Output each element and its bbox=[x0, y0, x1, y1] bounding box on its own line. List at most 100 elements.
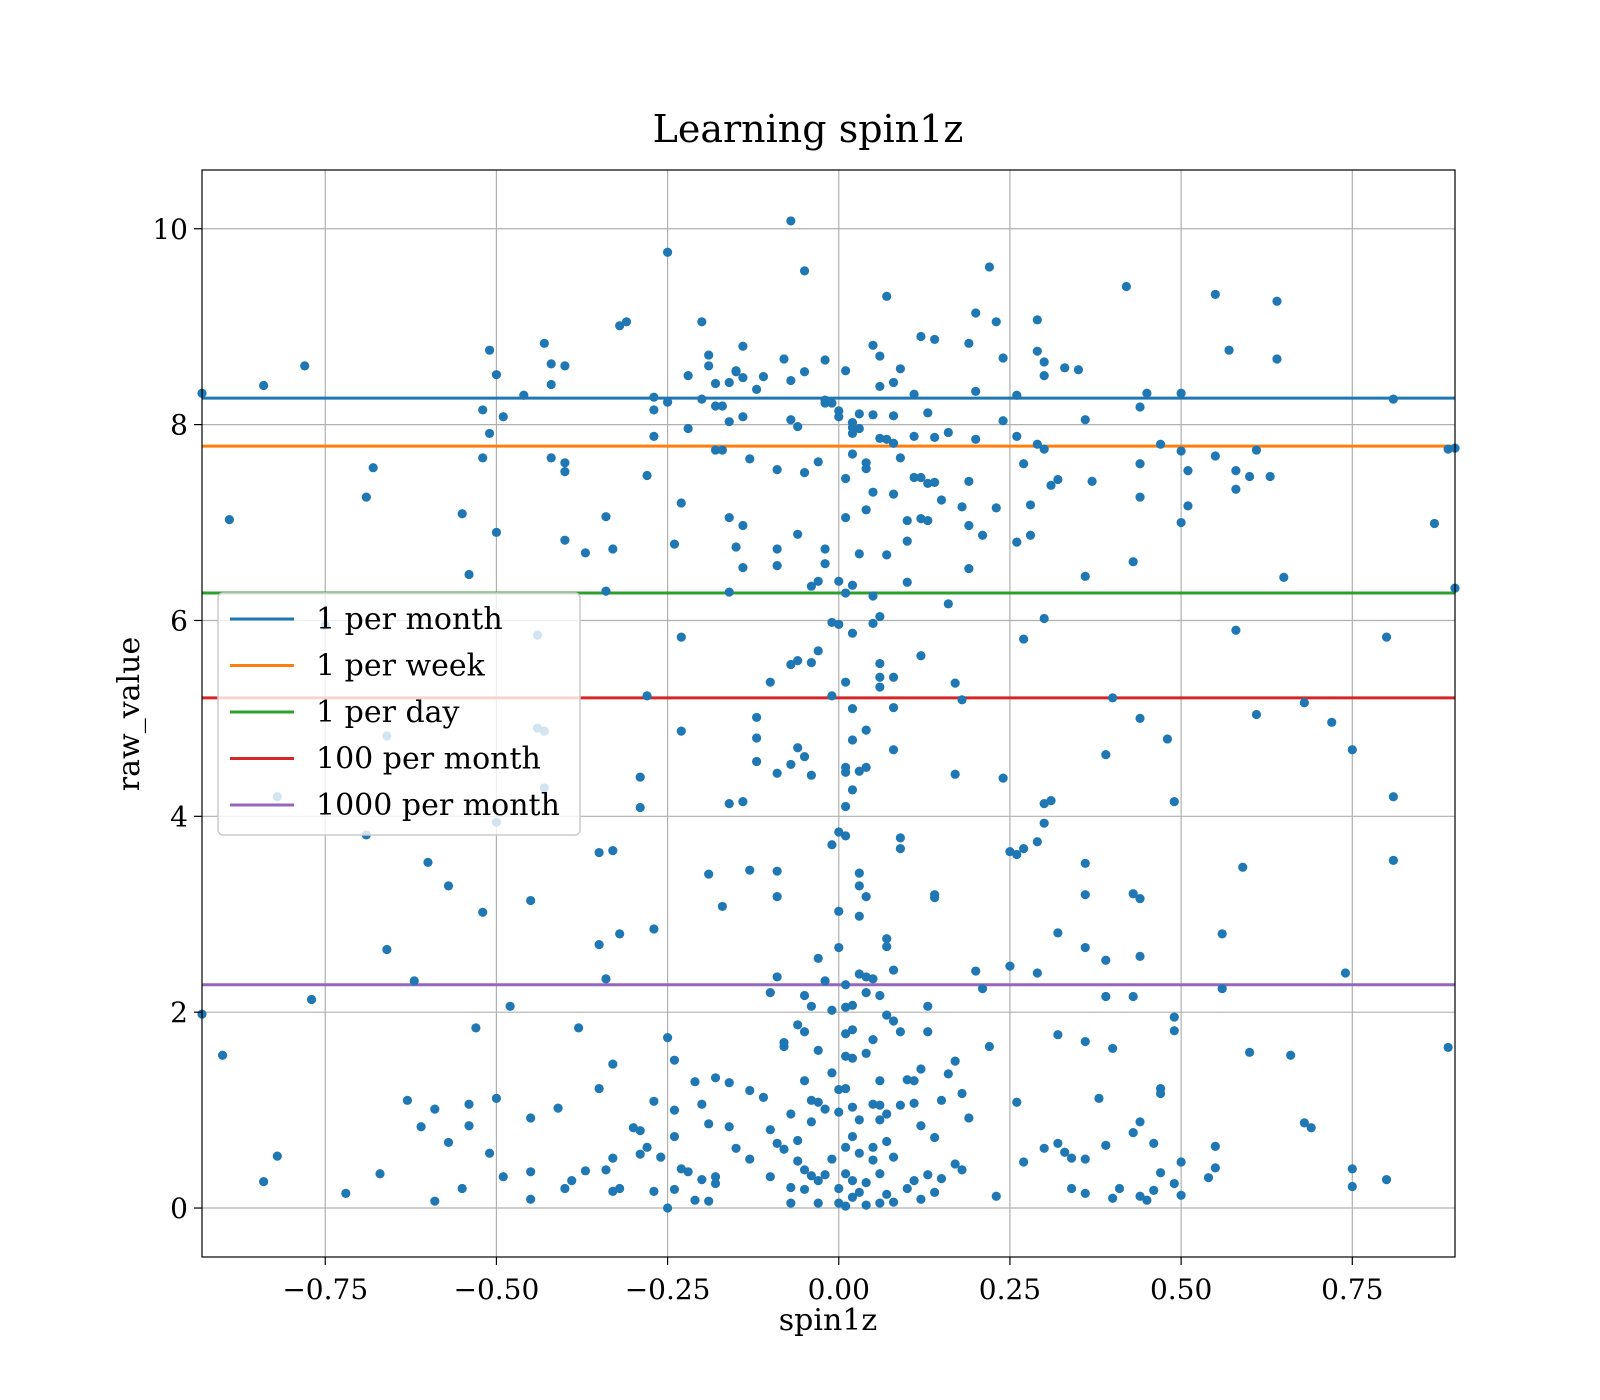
data-point bbox=[930, 1187, 940, 1197]
data-point bbox=[601, 586, 611, 596]
data-point bbox=[1169, 1178, 1179, 1189]
x-axis-ticks: −0.75 −0.50 −0.25 0.00 0.25 0.50 0.75 bbox=[282, 1257, 1383, 1306]
data-point bbox=[930, 334, 940, 345]
data-point bbox=[1135, 402, 1145, 412]
data-point bbox=[847, 1053, 858, 1063]
data-point bbox=[580, 548, 591, 558]
data-point bbox=[1039, 613, 1049, 624]
data-point bbox=[916, 651, 926, 661]
data-point bbox=[745, 454, 755, 464]
data-point bbox=[491, 370, 502, 380]
data-point bbox=[916, 1064, 926, 1074]
data-point bbox=[847, 1000, 858, 1010]
data-point bbox=[806, 657, 816, 668]
data-point bbox=[560, 361, 570, 371]
data-point bbox=[717, 401, 727, 411]
data-point bbox=[217, 1050, 228, 1060]
data-point bbox=[491, 527, 502, 537]
data-point bbox=[834, 1084, 844, 1095]
data-point bbox=[909, 431, 919, 441]
data-point bbox=[786, 1109, 796, 1119]
data-point bbox=[854, 409, 864, 419]
data-point bbox=[1080, 890, 1090, 900]
data-point bbox=[642, 1142, 652, 1152]
data-point bbox=[772, 972, 782, 982]
data-point bbox=[738, 520, 748, 531]
data-point bbox=[1306, 1123, 1316, 1133]
data-point bbox=[1080, 415, 1090, 425]
data-point bbox=[649, 1186, 659, 1196]
data-point bbox=[868, 1142, 878, 1152]
data-point bbox=[1012, 1097, 1022, 1107]
data-point bbox=[847, 580, 858, 590]
data-point bbox=[909, 1076, 919, 1086]
data-point bbox=[875, 611, 885, 622]
data-point bbox=[259, 1176, 269, 1187]
data-point bbox=[526, 1113, 536, 1123]
data-point bbox=[1142, 1195, 1152, 1205]
data-point bbox=[786, 415, 796, 425]
data-point bbox=[950, 1056, 960, 1066]
data-point bbox=[868, 1155, 878, 1165]
data-point bbox=[1066, 1183, 1077, 1194]
data-point bbox=[1128, 991, 1138, 1002]
data-point bbox=[1046, 480, 1056, 490]
data-point bbox=[341, 1188, 351, 1198]
data-point bbox=[902, 577, 912, 587]
data-point bbox=[1443, 1042, 1453, 1053]
data-point bbox=[916, 1121, 926, 1131]
data-point bbox=[457, 1183, 467, 1194]
data-point bbox=[745, 1085, 755, 1096]
data-point bbox=[601, 974, 611, 984]
data-point bbox=[813, 1045, 823, 1055]
y-tick-label: 8 bbox=[170, 409, 188, 442]
data-point bbox=[923, 1001, 933, 1011]
data-point bbox=[669, 1105, 680, 1115]
data-point bbox=[1149, 1138, 1159, 1149]
data-point bbox=[888, 489, 899, 499]
data-point bbox=[1108, 1043, 1118, 1054]
data-point bbox=[882, 934, 892, 944]
data-point bbox=[1155, 439, 1166, 449]
data-point bbox=[608, 1059, 618, 1069]
data-point bbox=[772, 561, 782, 571]
data-point bbox=[649, 405, 659, 415]
data-point bbox=[793, 1156, 803, 1166]
data-point bbox=[1005, 961, 1015, 971]
data-point bbox=[546, 453, 556, 463]
data-point bbox=[1210, 1163, 1220, 1173]
data-point bbox=[834, 1107, 844, 1117]
data-point bbox=[813, 1198, 823, 1208]
data-point bbox=[854, 549, 864, 559]
data-point bbox=[1128, 1128, 1138, 1138]
data-point bbox=[930, 1132, 940, 1143]
data-point bbox=[964, 520, 974, 531]
data-point bbox=[306, 994, 317, 1005]
data-point bbox=[642, 691, 652, 701]
data-point bbox=[1053, 928, 1063, 938]
data-point bbox=[861, 762, 871, 772]
data-point bbox=[1265, 471, 1275, 482]
data-point bbox=[1347, 745, 1357, 755]
data-point bbox=[1169, 1026, 1179, 1036]
data-point bbox=[1272, 354, 1282, 364]
data-point bbox=[724, 1122, 734, 1132]
data-point bbox=[1060, 363, 1070, 373]
data-point bbox=[724, 587, 734, 597]
data-point bbox=[1135, 492, 1145, 502]
data-point bbox=[820, 1104, 830, 1114]
data-point bbox=[704, 1196, 714, 1206]
data-point bbox=[1108, 693, 1118, 703]
data-point bbox=[1087, 476, 1097, 487]
data-point bbox=[882, 1010, 892, 1020]
data-point bbox=[710, 378, 721, 389]
data-point bbox=[786, 759, 796, 770]
data-point bbox=[772, 1138, 782, 1149]
data-point bbox=[1135, 951, 1145, 961]
data-point bbox=[793, 529, 803, 539]
data-point bbox=[1060, 1147, 1070, 1157]
data-point bbox=[1327, 717, 1337, 727]
data-point bbox=[895, 1100, 905, 1110]
data-point bbox=[813, 1097, 823, 1107]
data-point bbox=[806, 581, 816, 591]
